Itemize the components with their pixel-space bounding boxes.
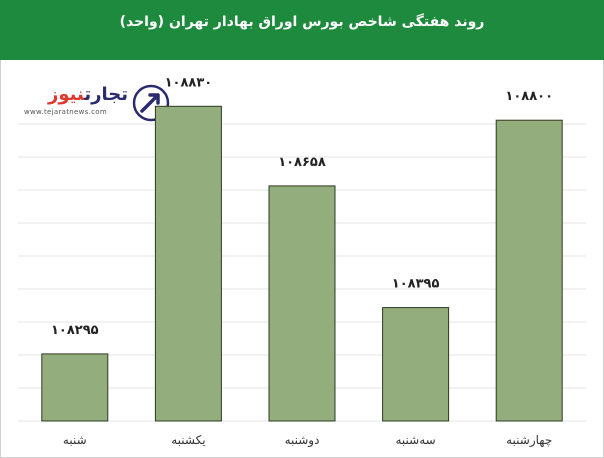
- category-label-5: چهارشنبه: [506, 433, 552, 448]
- data-label-3: ۱۰۸۶۵۸: [278, 155, 326, 170]
- chart-header: روند هفتگی شاخص بورس اوراق بهادار تهران …: [0, 0, 604, 60]
- logo-wordmark: تجارتنیوز: [18, 84, 128, 106]
- bar-5: [495, 119, 563, 422]
- chart-title: روند هفتگی شاخص بورس اوراق بهادار تهران …: [119, 14, 485, 30]
- data-label-2: ۱۰۸۸۳۰: [165, 75, 213, 90]
- data-label-5: ۱۰۸۸۰۰: [505, 89, 553, 104]
- tejaratnews-logo: تجارتنیوز www.tejaratnews.com: [18, 84, 170, 126]
- bar-4: [382, 307, 450, 422]
- logo-url: www.tejaratnews.com: [24, 108, 107, 116]
- category-label-4: سه‌شنبه: [395, 433, 435, 447]
- bar-2: [154, 105, 222, 422]
- category-label-3: دوشنبه: [285, 433, 320, 448]
- category-label-2: یکشنبه: [171, 433, 205, 447]
- bar-3: [268, 185, 336, 422]
- data-label-1: ۱۰۸۲۹۵: [51, 323, 99, 338]
- bar-1: [41, 353, 109, 422]
- category-label-1: شنبه: [63, 433, 87, 447]
- data-label-4: ۱۰۸۳۹۵: [392, 277, 440, 292]
- logo-name-part2: نیوز: [48, 84, 85, 105]
- logo-name-part1: تجارت: [84, 84, 128, 105]
